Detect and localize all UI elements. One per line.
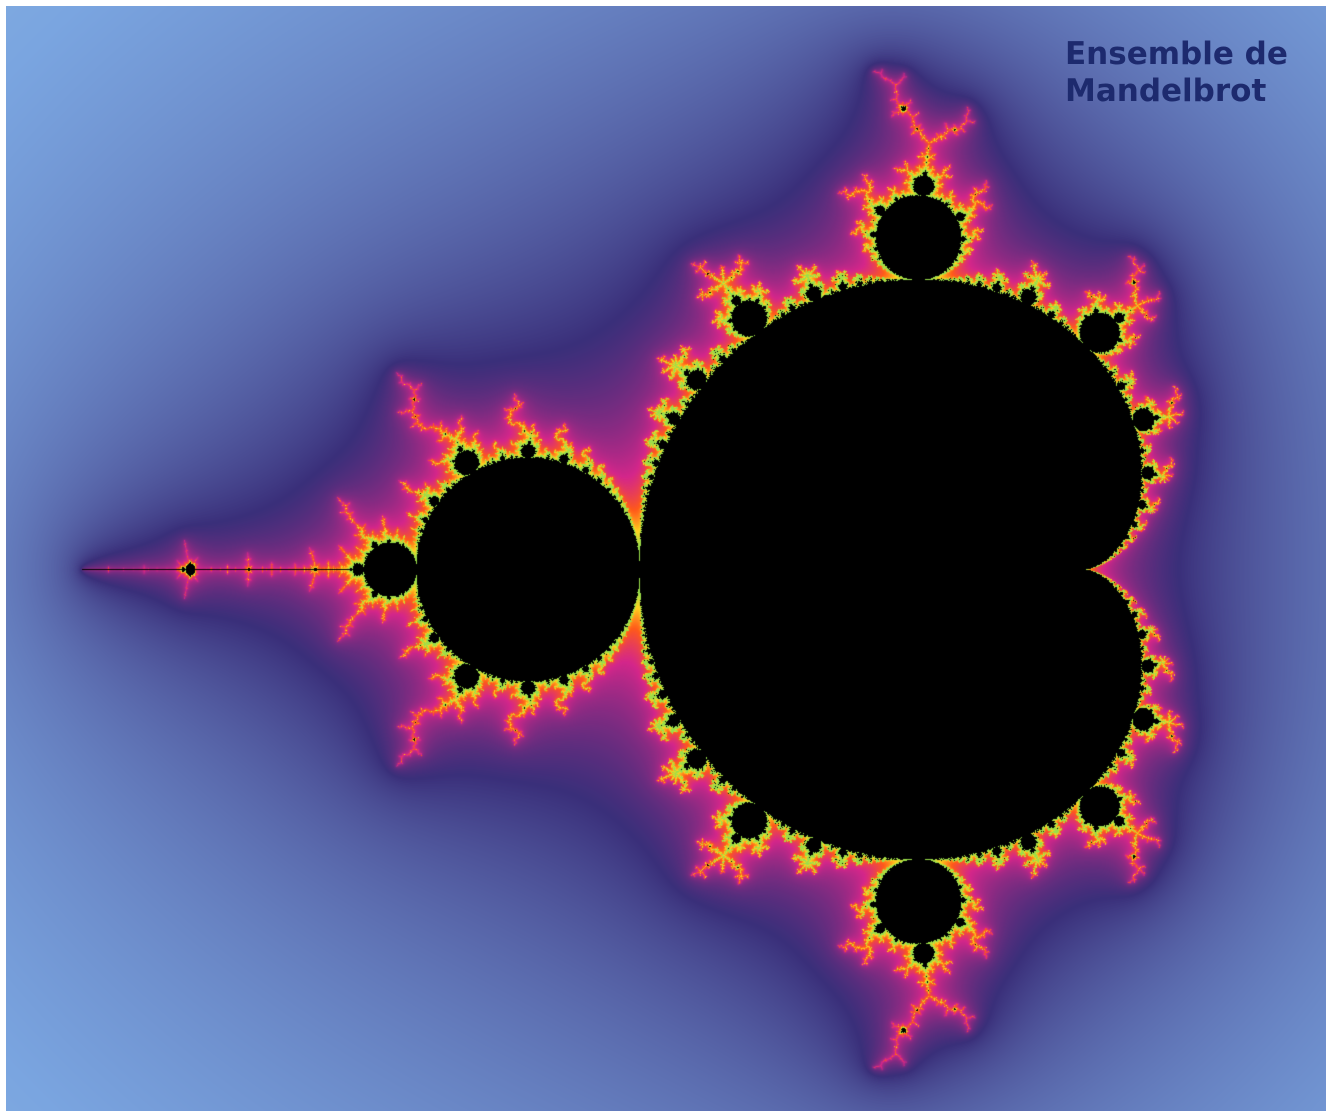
mandelbrot-image: Ensemble de Mandelbrot xyxy=(6,6,1326,1111)
mandelbrot-fractal xyxy=(6,6,1326,1111)
title-line-1: Ensemble de xyxy=(1065,36,1288,72)
image-title: Ensemble de Mandelbrot xyxy=(1065,36,1325,110)
title-line-2: Mandelbrot xyxy=(1065,73,1267,109)
